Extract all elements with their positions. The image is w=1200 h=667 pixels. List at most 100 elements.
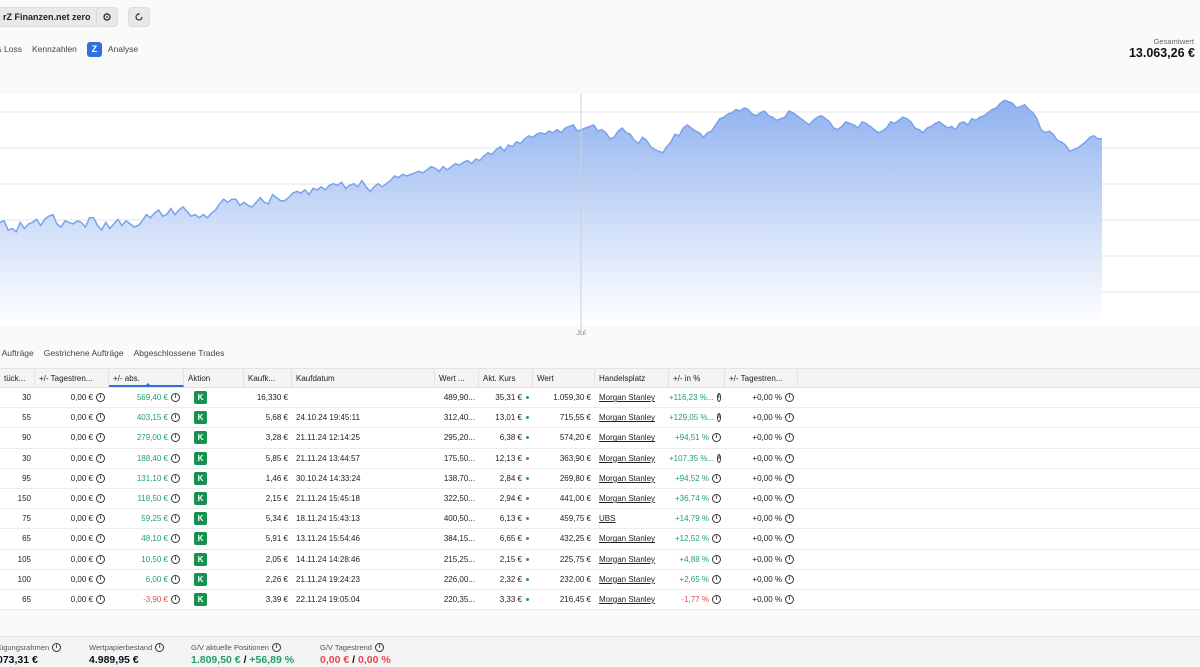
buy-action-button[interactable]: K (194, 411, 207, 425)
buy-action-button[interactable]: K (194, 391, 207, 405)
table-row[interactable]: 105 0,00 € i 10,50 € i K 2,05 €14.11.24 14:28:… (0, 550, 1200, 570)
info-icon[interactable]: i (271, 643, 281, 652)
table-row[interactable]: 75 0,00 € i 59,25 € i K 5,34 €18.11.24 15:43:1… (0, 509, 1200, 530)
info-icon[interactable]: i (171, 393, 180, 403)
info-icon[interactable]: i (155, 643, 165, 652)
info-icon[interactable]: i (785, 393, 794, 403)
info-icon[interactable]: i (96, 413, 105, 423)
info-icon[interactable]: i (785, 594, 794, 604)
table-row[interactable]: 95 0,00 € i 131,10 € i K 1,46 €30.10.24 14:33:… (0, 469, 1200, 489)
info-icon[interactable]: i (712, 514, 721, 524)
info-icon[interactable]: i (785, 574, 794, 584)
col-header-exchange[interactable]: Handelsplatz (595, 369, 669, 387)
info-icon[interactable]: i (171, 433, 180, 443)
info-icon[interactable]: i (96, 473, 105, 483)
table-row[interactable]: 30 0,00 € i 188,40 € i K 5,85 €21.11.24 13:44:… (0, 449, 1200, 469)
info-icon[interactable]: i (712, 554, 721, 564)
info-icon[interactable]: i (96, 433, 105, 443)
info-icon[interactable]: i (171, 534, 180, 544)
info-icon[interactable]: i (785, 453, 794, 463)
col-header-buy-date[interactable]: Kaufdatum (292, 369, 435, 387)
info-icon[interactable]: i (785, 534, 794, 544)
info-icon[interactable]: i (171, 494, 180, 504)
info-icon[interactable]: i (96, 534, 105, 544)
buy-action-button[interactable]: K (194, 572, 207, 586)
info-icon[interactable]: i (712, 534, 721, 544)
info-icon[interactable]: i (712, 594, 721, 604)
buy-action-button[interactable]: K (194, 532, 207, 546)
col-header-day-trend-pct[interactable]: +/- Tagestren... (725, 369, 798, 387)
info-icon[interactable]: i (712, 574, 721, 584)
info-icon[interactable]: i (374, 643, 384, 652)
info-icon[interactable]: i (712, 433, 721, 443)
table-row[interactable]: 30 0,00 € i 569,40 € i K 16,330 €489,90... 35,3… (0, 388, 1200, 409)
col-header-day-trend-abs[interactable]: +/- Tagestren... (35, 369, 109, 387)
buy-action-button[interactable]: K (194, 451, 207, 465)
tab-cancelled-orders[interactable]: Gestrichene Aufträge (43, 348, 124, 358)
table-row[interactable]: 65 0,00 € i -3,90 € i K 3,39 €22.11.24 19:05:0… (0, 590, 1200, 611)
exchange-link[interactable]: Morgan Stanley (599, 574, 656, 584)
info-icon[interactable]: i (712, 473, 721, 483)
info-icon[interactable]: i (171, 473, 180, 483)
info-icon[interactable]: i (785, 494, 794, 504)
portfolio-chart[interactable]: Jul (0, 94, 1200, 340)
col-header-quantity[interactable]: tück... (0, 369, 35, 387)
table-row[interactable]: 100 0,00 € i 6,00 € i K 2,26 €21.11.24 19:24:2… (0, 570, 1200, 590)
col-header-pl-pct[interactable]: +/- in % (669, 369, 725, 387)
col-header-action[interactable]: Aktion (184, 369, 244, 387)
table-row[interactable]: 150 0,00 € i 118,50 € i K 2,15 €21.11.24 15:45… (0, 489, 1200, 510)
col-header-pl-abs[interactable]: +/- abs. (109, 369, 184, 387)
exchange-link[interactable]: Morgan Stanley (599, 594, 656, 604)
account-selector-button[interactable]: rZ Finanzen.net zero (0, 7, 100, 27)
info-icon[interactable]: i (171, 574, 180, 584)
info-icon[interactable]: i (96, 393, 105, 403)
buy-action-button[interactable]: K (194, 512, 207, 526)
info-icon[interactable]: i (785, 473, 794, 483)
buy-action-button[interactable]: K (194, 492, 207, 506)
info-icon[interactable]: i (52, 643, 62, 652)
info-icon[interactable]: i (785, 514, 794, 524)
info-icon[interactable]: i (96, 594, 105, 604)
table-row[interactable]: 65 0,00 € i 48,10 € i K 5,91 €13.11.24 15:54:4… (0, 529, 1200, 550)
tab-open-orders[interactable]: e Aufträge (0, 348, 34, 358)
info-icon[interactable]: i (785, 554, 794, 564)
info-icon[interactable]: i (717, 413, 721, 423)
tab-kennzahlen[interactable]: Kennzahlen (32, 44, 77, 54)
col-header-value[interactable]: Wert (533, 369, 595, 387)
info-icon[interactable]: i (171, 554, 180, 564)
buy-action-button[interactable]: K (194, 552, 207, 566)
exchange-link[interactable]: Morgan Stanley (599, 453, 656, 463)
info-icon[interactable]: i (96, 514, 105, 524)
col-header-buy-value[interactable]: Wert ... (435, 369, 479, 387)
info-icon[interactable]: i (171, 594, 180, 604)
buy-action-button[interactable]: K (194, 471, 207, 485)
info-icon[interactable]: i (785, 413, 794, 423)
info-icon[interactable]: i (717, 453, 721, 463)
info-icon[interactable]: i (785, 433, 794, 443)
exchange-link[interactable]: Morgan Stanley (599, 413, 656, 423)
buy-action-button[interactable]: K (194, 431, 207, 445)
tab-analyse[interactable]: Analyse (107, 44, 139, 54)
buy-action-button[interactable]: K (194, 592, 207, 606)
table-row[interactable]: 90 0,00 € i 279,00 € i K 3,28 €21.11.24 12:14:… (0, 428, 1200, 449)
info-icon[interactable]: i (712, 494, 721, 504)
info-icon[interactable]: i (716, 393, 721, 403)
table-row[interactable]: 55 0,00 € i 403,15 € i K 5,68 €24.10.24 19:45:… (0, 408, 1200, 429)
info-icon[interactable]: i (171, 413, 180, 423)
col-header-current-price[interactable]: Akt. Kurs (479, 369, 533, 387)
tab-profit-loss[interactable]: & Loss (0, 44, 22, 54)
info-icon[interactable]: i (96, 453, 105, 463)
exchange-link[interactable]: Morgan Stanley (599, 393, 656, 403)
exchange-link[interactable]: Morgan Stanley (599, 554, 656, 564)
info-icon[interactable]: i (96, 494, 105, 504)
info-icon[interactable]: i (96, 574, 105, 584)
info-icon[interactable]: i (171, 514, 180, 524)
info-icon[interactable]: i (171, 453, 180, 463)
info-icon[interactable]: i (96, 554, 105, 564)
exchange-link[interactable]: Morgan Stanley (599, 494, 656, 504)
col-header-buy-price[interactable]: Kaufk... (244, 369, 292, 387)
refresh-button[interactable] (128, 7, 150, 27)
exchange-link[interactable]: Morgan Stanley (599, 534, 656, 544)
tab-closed-trades[interactable]: Abgeschlossene Trades (133, 348, 225, 358)
exchange-link[interactable]: Morgan Stanley (599, 473, 656, 483)
